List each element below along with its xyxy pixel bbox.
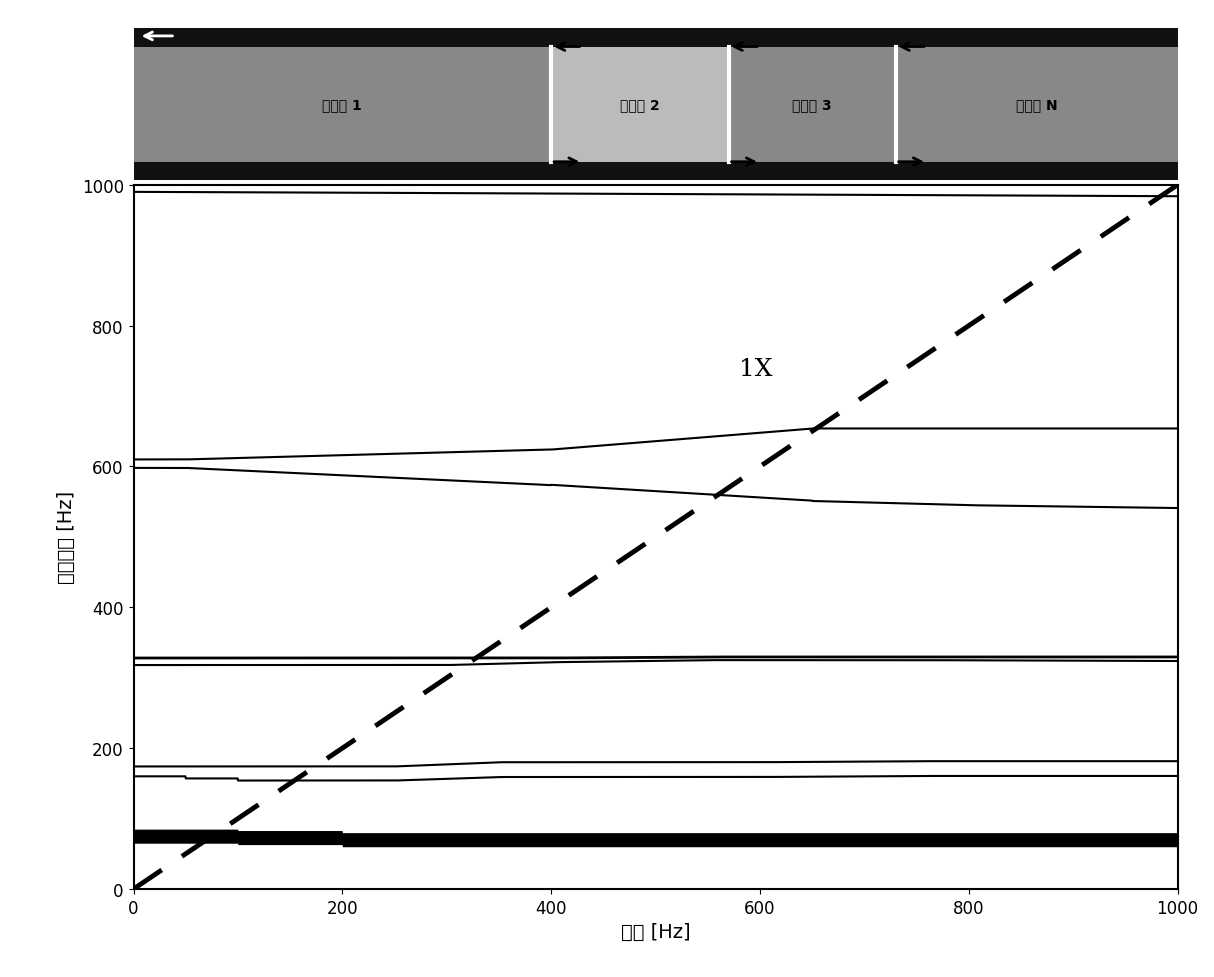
Y-axis label: 模态频率 [Hz]: 模态频率 [Hz]: [57, 490, 76, 584]
Text: 控制器 2: 控制器 2: [620, 98, 659, 112]
Text: 控制器 N: 控制器 N: [1016, 98, 1057, 112]
Bar: [134, 48, 551, 162]
Text: 控制器 3: 控制器 3: [793, 98, 832, 112]
Bar: [896, 48, 1178, 162]
Text: 1X: 1X: [739, 358, 772, 381]
Text: 控制器 1: 控制器 1: [323, 98, 362, 112]
Bar: [728, 48, 896, 162]
Bar: [551, 48, 728, 162]
X-axis label: 转速 [Hz]: 转速 [Hz]: [620, 922, 691, 941]
